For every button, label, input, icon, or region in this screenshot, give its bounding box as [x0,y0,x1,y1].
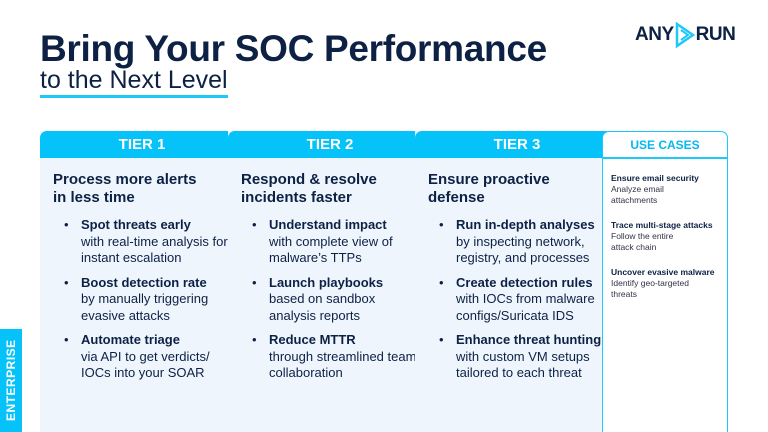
item-text: via API to get verdicts/ IOCs into your … [81,348,210,381]
item-text: with custom VM setups tailored to each t… [456,348,590,381]
use-case-item: Trace multi-stage attacks Follow the enti… [603,220,727,253]
use-case-text: Follow the entire attack chain [611,231,674,252]
enterprise-tab: ENTERPRISE [0,329,22,432]
list-item: • Run in-depth analyses by inspecting netw… [428,217,608,267]
anyrun-logo: ANY RUN [635,22,736,48]
item-text: with real-time analysis for instant esca… [81,233,228,266]
tier-heading: Respond & resolve incidents faster [241,171,377,206]
logo-text-left: ANY [635,24,674,45]
use-case-text: Identify geo-targeted threats [611,278,689,299]
item-title: Launch playbooks [269,274,384,290]
bullet-icon: • [64,274,69,290]
use-case-item: Ensure email security Analyze email attac… [603,173,727,206]
item-title: Reduce MTTR [269,332,356,347]
use-case-item: Uncover evasive malware Identify geo-targ… [603,267,727,300]
list-item: • Boost detection rate by manually trigger… [53,275,233,325]
list-item: • Enhance threat hunting with custom VM se… [428,332,608,382]
item-text: through streamlined team collaboration [269,348,417,381]
bullet-icon: • [252,274,257,290]
bullet-icon: • [439,332,444,347]
use-case-title: Uncover evasive malware [611,267,715,277]
tier-heading: Ensure proactive defense [428,171,550,206]
play-triangle-icon [675,22,695,48]
item-title: Spot threats early [81,217,191,232]
list-item: • Automate triage via API to get verdicts/… [53,332,233,382]
item-title: Understand impact [269,217,387,232]
bullet-icon: • [439,217,444,232]
item-text: with complete view of malware’s TTPs [269,233,393,266]
tier-2-column: TIER 2 Respond & resolve incidents faster… [228,131,432,432]
tier-header: TIER 3 [415,131,619,158]
list-item: • Reduce MTTR through streamlined team col… [241,332,421,382]
use-case-title: Ensure email security [611,173,699,183]
page-title: Bring Your SOC Performance [40,28,547,69]
item-text: based on sandbox analysis reports [269,291,376,323]
tier-header: TIER 2 [228,131,432,158]
use-cases-panel: USE CASES Ensure email security Analyze e… [602,131,728,432]
use-case-title: Trace multi-stage attacks [611,220,713,230]
item-title: Boost detection rate [81,274,207,290]
item-text: by manually triggering evasive attacks [81,291,209,323]
item-title: Create detection rules [456,274,593,290]
list-item: • Create detection rules with IOCs from ma… [428,275,608,325]
bullet-icon: • [252,217,257,232]
bullet-icon: • [252,332,257,347]
item-text: by inspecting network, registry, and pro… [456,233,590,266]
item-title: Automate triage [81,332,180,347]
use-cases-header: USE CASES [603,132,727,159]
tier-3-column: TIER 3 Ensure proactive defense • Run in-de… [415,131,619,432]
use-case-text: Analyze email attachments [611,184,664,205]
list-item: • Launch playbooks based on sandbox analys… [241,275,421,325]
bullet-icon: • [64,332,69,347]
list-item: • Spot threats early with real-time analys… [53,217,233,267]
tier-1-column: TIER 1 Process more alerts in less time • S… [40,131,244,432]
item-text: with IOCs from malware configs/Suricata … [456,291,595,323]
item-title: Enhance threat hunting [456,332,602,347]
bullet-icon: • [439,274,444,290]
bullet-icon: • [64,217,69,232]
item-title: Run in-depth analyses [456,217,595,232]
tier-heading: Process more alerts in less time [53,171,197,206]
page-subtitle: to the Next Level [40,66,228,98]
logo-text-right: RUN [695,24,736,45]
tier-header: TIER 1 [40,131,244,158]
list-item: • Understand impact with complete view of … [241,217,421,267]
